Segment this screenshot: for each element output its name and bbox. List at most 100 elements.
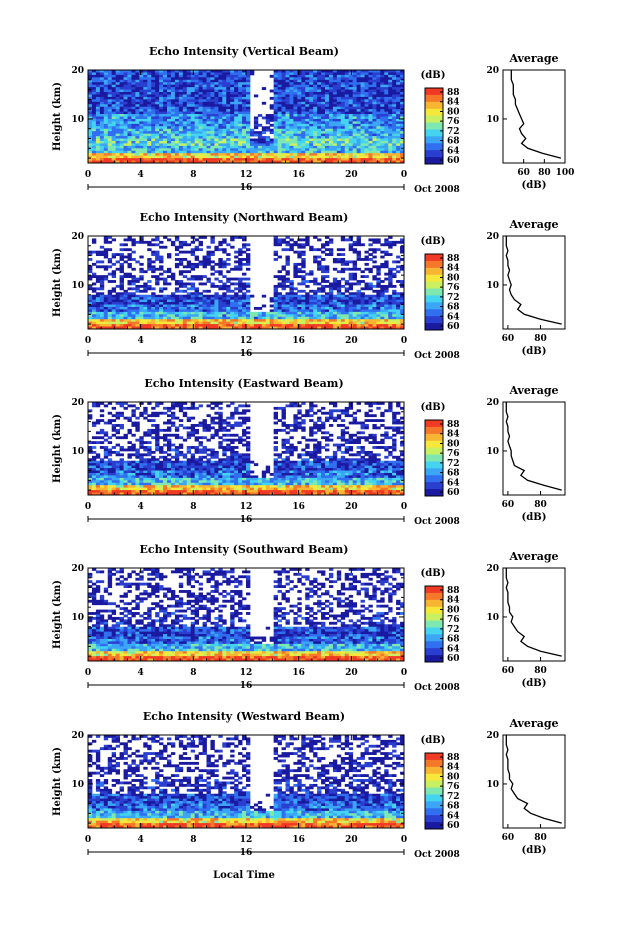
heatmap-cell — [392, 299, 397, 303]
heatmap-cell — [131, 324, 136, 327]
heatmap-cell — [155, 255, 160, 259]
heatmap-cell — [352, 96, 357, 100]
heatmap-cell — [123, 104, 128, 108]
heatmap-cell — [222, 104, 227, 108]
heatmap-cell — [178, 284, 184, 288]
heatmap-cell — [143, 138, 148, 142]
heatmap-cell — [170, 240, 176, 244]
heatmap-cell — [238, 82, 243, 86]
heatmap-cell — [368, 126, 373, 130]
heatmap-cell — [246, 267, 251, 271]
heatmap-cell — [131, 92, 136, 95]
heatmap-cell — [147, 116, 152, 120]
heatmap-cell — [372, 121, 377, 125]
heatmap-cell — [360, 82, 365, 86]
heatmap-cell — [344, 299, 350, 303]
heatmap-cell — [99, 150, 105, 154]
heatmap-cell — [182, 74, 188, 78]
heatmap-cell — [328, 118, 334, 122]
heatmap-cell — [163, 70, 168, 73]
heatmap-cell — [230, 99, 235, 103]
heatmap-cell — [107, 143, 113, 147]
heatmap-cell — [372, 316, 377, 320]
heatmap-cell — [230, 106, 235, 110]
heatmap-cell — [226, 243, 231, 247]
heatmap-cell — [206, 280, 211, 283]
heatmap-cell — [297, 319, 302, 323]
heatmap-cell — [147, 143, 152, 147]
heatmap-cell — [103, 240, 109, 244]
heatmap-cell — [317, 121, 322, 125]
heatmap-cell — [115, 284, 120, 288]
heatmap-cell — [210, 311, 215, 315]
heatmap-cell — [309, 79, 314, 83]
heatmap-cell — [131, 311, 136, 315]
heatmap-cell — [170, 101, 176, 105]
heatmap-cell — [313, 289, 318, 293]
heatmap-cell — [159, 255, 164, 259]
heatmap-cell — [226, 89, 231, 93]
heatmap-cell — [182, 118, 188, 122]
heatmap-cell — [336, 304, 342, 308]
heatmap-cell — [206, 314, 211, 318]
heatmap-cell — [111, 255, 117, 259]
heatmap-cell — [321, 150, 326, 154]
heatmap-cell — [400, 302, 405, 305]
heatmap-cell — [364, 160, 369, 164]
heatmap-cell — [360, 243, 365, 247]
heatmap-cell — [340, 302, 346, 305]
heatmap-cell — [234, 311, 239, 315]
heatmap-cell — [222, 311, 227, 315]
heatmap-cell — [103, 314, 109, 318]
heatmap-cell — [400, 74, 405, 78]
heatmap-cell — [246, 314, 251, 318]
heatmap-cell — [364, 311, 369, 315]
heatmap-cell — [332, 140, 338, 144]
heatmap-cell — [174, 248, 180, 252]
heatmap-cell — [210, 94, 215, 98]
heatmap-cell — [127, 309, 132, 313]
heatmap-cell — [396, 297, 401, 301]
heatmap-cell — [348, 74, 354, 78]
heatmap-cell — [269, 118, 275, 122]
heatmap-cell — [325, 74, 330, 78]
heatmap-cell — [234, 155, 239, 159]
heatmap-cell — [396, 311, 401, 315]
heatmap-cell — [163, 99, 168, 103]
heatmap-cell — [305, 297, 310, 301]
heatmap-cell — [246, 104, 251, 108]
heatmap-cell — [356, 116, 361, 120]
heatmap-cell — [190, 104, 196, 108]
heatmap-cell — [111, 311, 117, 315]
heatmap-cell — [388, 316, 393, 320]
heatmap-cell — [246, 92, 251, 95]
heatmap-cell — [301, 319, 306, 323]
heatmap-cell — [226, 140, 231, 144]
heatmap-cell — [95, 309, 101, 313]
heatmap-cell — [167, 275, 172, 279]
heatmap-cell — [344, 153, 350, 157]
heatmap-cell — [91, 101, 97, 105]
heatmap-cell — [376, 79, 381, 83]
heatmap-cell — [91, 250, 97, 254]
heatmap-cell — [218, 96, 223, 100]
heatmap-cell — [344, 150, 350, 154]
heatmap-cell — [170, 116, 176, 120]
heatmap-cell — [159, 265, 164, 269]
heatmap-cell — [119, 145, 124, 149]
heatmap-cell — [253, 138, 259, 142]
heatmap-cell — [111, 294, 117, 298]
heatmap-cell — [356, 121, 361, 125]
heatmap-cell — [356, 145, 361, 149]
heatmap-cell — [364, 128, 369, 132]
heatmap-cell — [190, 118, 196, 122]
heatmap-cell — [95, 126, 101, 130]
heatmap-cell — [155, 280, 160, 283]
heatmap-cell — [186, 92, 192, 95]
heatmap-cell — [198, 121, 203, 125]
heatmap-cell — [119, 70, 124, 73]
heatmap-cell — [356, 136, 361, 139]
heatmap-cell — [95, 299, 101, 303]
heatmap-cell — [198, 275, 203, 279]
heatmap-cell — [238, 248, 243, 252]
